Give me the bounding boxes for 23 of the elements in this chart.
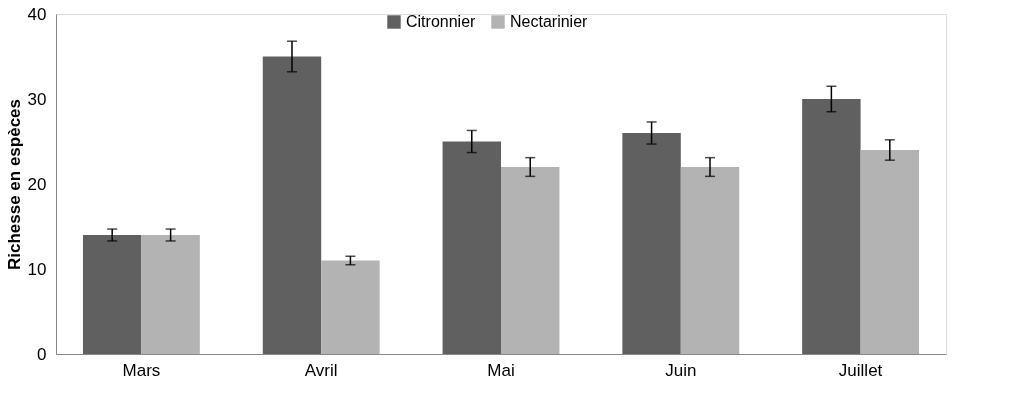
bar — [141, 235, 200, 354]
bar — [802, 99, 861, 354]
x-tick-label: Juillet — [838, 360, 883, 380]
bar — [860, 150, 920, 354]
x-tick-label: Avril — [304, 360, 338, 380]
bar — [442, 141, 501, 354]
legend-label: Citronnier — [406, 13, 477, 30]
bar — [321, 260, 380, 354]
y-tick-label: 10 — [27, 259, 47, 279]
bar — [262, 56, 322, 354]
y-tick-label: 20 — [27, 174, 47, 194]
y-tick-label: 40 — [27, 4, 47, 24]
x-tick-label: Mars — [122, 360, 161, 380]
bar — [82, 235, 142, 354]
y-tick-label: 30 — [27, 89, 47, 109]
bar — [622, 133, 681, 354]
x-tick-label: Mai — [487, 360, 515, 380]
bar — [680, 167, 740, 354]
bar — [501, 167, 560, 354]
y-tick-label: 0 — [37, 344, 47, 364]
x-tick-label: Juin — [665, 360, 697, 380]
legend-label: Nectarinier — [510, 13, 589, 30]
y-axis-title: Richesse en espèces — [4, 98, 24, 271]
